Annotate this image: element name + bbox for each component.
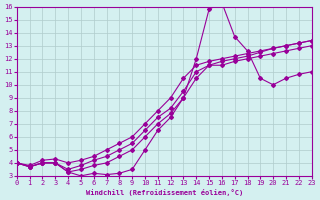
X-axis label: Windchill (Refroidissement éolien,°C): Windchill (Refroidissement éolien,°C) — [85, 189, 243, 196]
